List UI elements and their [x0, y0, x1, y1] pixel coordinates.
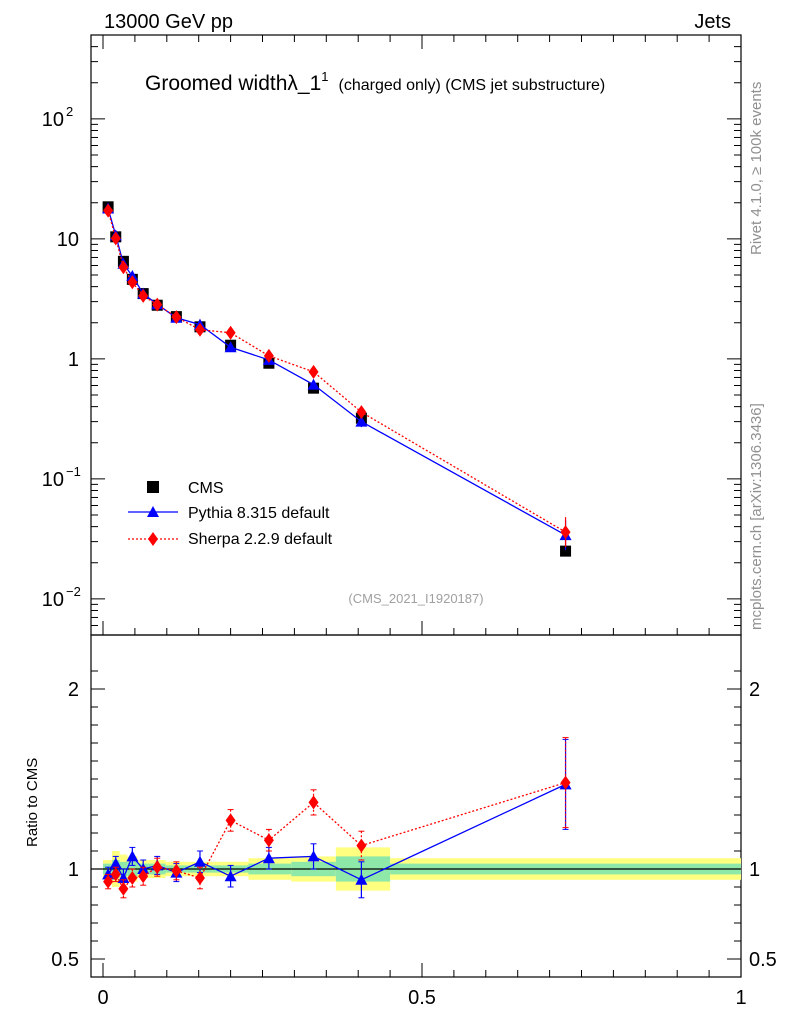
- cms-point-12: [560, 545, 572, 557]
- sherpa-point-ratio-7: [194, 871, 205, 885]
- y-tick-label-ratio-2: 0.5: [51, 949, 79, 971]
- sherpa-point-ratio-12: [560, 775, 571, 790]
- y-tick-label-main-0: 10: [42, 109, 64, 131]
- y-tick-label-main-4: 10: [42, 589, 64, 611]
- sherpa-point-main-12: [560, 525, 571, 540]
- sherpa-point-ratio-11: [356, 838, 367, 853]
- y-tick-label-ratio-right-0: 2: [749, 679, 760, 701]
- sherpa-point-ratio-4: [138, 869, 149, 884]
- chart-title-sup: 1: [321, 69, 328, 84]
- sherpa-point-ratio-5: [152, 860, 163, 875]
- chart-title-main: Groomed widthλ_1: [145, 72, 321, 95]
- y-tick-label-ratio-right-1: 1: [749, 859, 760, 881]
- legend-cms-marker: [147, 481, 159, 493]
- x-tick-label-1: 0.5: [408, 987, 436, 1009]
- x-tick-label-0: 0: [97, 987, 108, 1009]
- sherpa-point-ratio-8: [225, 813, 236, 828]
- sherpa-point-main-4: [138, 288, 149, 303]
- side-text-top: Rivet 4.1.0, ≥ 100k events: [748, 82, 765, 255]
- y-tick-exp-main-3: −1: [66, 464, 81, 479]
- sherpa-point-main-2: [118, 260, 129, 275]
- pythia-point-main-11: [355, 415, 368, 427]
- sherpa-point-ratio-9: [263, 833, 274, 848]
- pythia-point-ratio-10: [307, 850, 320, 862]
- sherpa-point-main-5: [152, 297, 163, 312]
- y-tick-label-ratio-right-2: 0.5: [749, 949, 777, 971]
- sherpa-point-main-10: [308, 364, 319, 379]
- sherpa-point-main-3: [127, 275, 138, 290]
- legend-sherpa-marker: [148, 532, 158, 546]
- y-tick-label-main-3: 10: [42, 469, 64, 491]
- pythia-point-ratio-7: [193, 855, 206, 867]
- watermark: (CMS_2021_I1920187): [348, 591, 483, 606]
- sherpa-point-main-11: [356, 405, 367, 420]
- y-tick-exp-main-4: −2: [66, 584, 81, 599]
- sherpa-point-main-0: [103, 203, 114, 218]
- y-tick-label-ratio-0: 2: [68, 679, 79, 701]
- sherpa-point-ratio-10: [308, 795, 319, 810]
- sherpa-point-main-9: [263, 348, 274, 363]
- legend-pythia-marker: [147, 506, 159, 517]
- sherpa-point-ratio-1: [110, 867, 121, 882]
- ratio-y-label: Ratio to CMS: [24, 758, 41, 847]
- header-right: Jets: [694, 11, 731, 33]
- sherpa-point-ratio-6: [171, 863, 182, 878]
- side-text-bottom: mcplots.cern.ch [arXiv:1306.3436]: [748, 403, 765, 630]
- chart-title-sub: (charged only) (CMS jet substructure): [339, 77, 606, 94]
- y-tick-label-ratio-1: 1: [68, 859, 79, 881]
- y-tick-exp-main-0: 2: [66, 104, 73, 119]
- pythia-point-ratio-9: [262, 852, 275, 864]
- pythia-point-ratio-11: [355, 873, 368, 885]
- legend: CMS Pythia 8.315 default Sherpa 2.2.9 de…: [128, 480, 333, 548]
- pythia-point-ratio-1: [109, 857, 122, 869]
- sherpa-point-ratio-2: [118, 881, 129, 896]
- header-left: 13000 GeV pp: [104, 11, 233, 33]
- legend-pythia-label: Pythia 8.315 default: [188, 505, 330, 522]
- sherpa-point-ratio-3: [127, 871, 138, 885]
- legend-sherpa-label: Sherpa 2.2.9 default: [188, 531, 333, 548]
- pythia-point-ratio-8: [224, 870, 237, 882]
- sherpa-point-main-6: [171, 310, 182, 325]
- pythia-line-main: [107, 208, 566, 536]
- pythia-point-main-8: [224, 341, 237, 353]
- ratio-plot-frame: [90, 634, 742, 978]
- pythia-point-ratio-3: [126, 850, 139, 862]
- sherpa-point-main-7: [194, 322, 205, 337]
- y-tick-label-main-1: 10: [57, 229, 79, 251]
- sherpa-point-main-8: [225, 325, 236, 340]
- sherpa-line-main: [107, 210, 566, 533]
- y-tick-label-main-2: 1: [68, 349, 79, 371]
- x-tick-label-2: 1: [735, 987, 746, 1009]
- chart-title: Groomed widthλ_11 (charged only) (CMS jet…: [145, 69, 605, 95]
- sherpa-point-ratio-0: [103, 874, 114, 889]
- legend-cms-label: CMS: [188, 480, 224, 497]
- sherpa-point-main-1: [110, 231, 121, 246]
- pythia-point-main-10: [307, 378, 320, 390]
